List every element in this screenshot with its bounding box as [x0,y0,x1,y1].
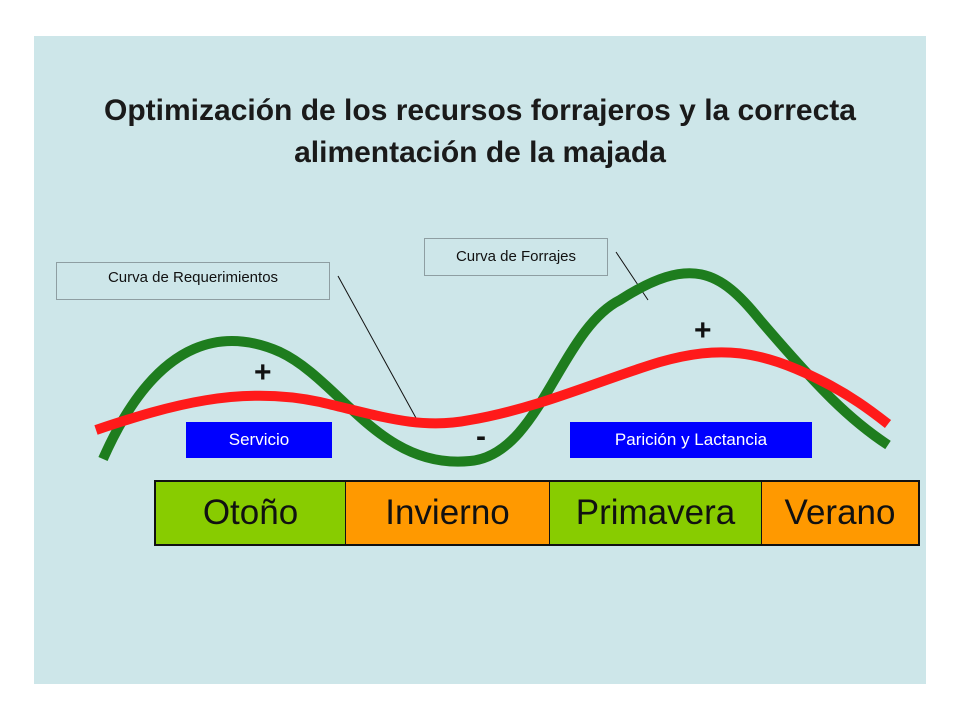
phase-paricion-lactancia: Parición y Lactancia [570,422,812,458]
callout-curva-requerimientos: Curva de Requerimientos [56,262,330,300]
callout-curva-forrajes: Curva de Forrajes [424,238,608,276]
page-title: Optimización de los recursos forrajeros … [104,94,856,169]
season-primavera: Primavera [550,482,762,544]
forage-curve [98,268,891,467]
phase-servicio: Servicio [186,422,332,458]
surplus-sign-spring: + [694,314,712,347]
surplus-sign-autumn: + [254,356,272,389]
seasons-bar: Otoño Invierno Primavera Verano [154,480,920,546]
season-otono: Otoño [156,482,346,544]
deficit-sign-winter: - [476,420,486,453]
season-invierno: Invierno [346,482,550,544]
requirement-curve [94,347,892,435]
leader-line-requerimientos [337,275,417,419]
season-verano: Verano [762,482,918,544]
